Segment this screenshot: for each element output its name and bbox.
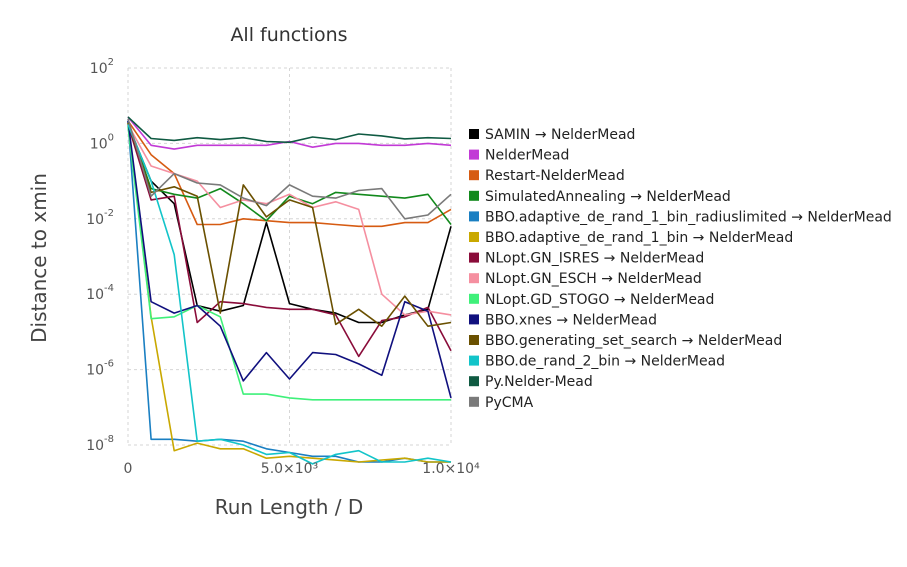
x-tick-label: 5.0×10³ bbox=[261, 461, 318, 477]
series-line bbox=[127, 116, 452, 150]
series-line bbox=[127, 122, 452, 225]
series-line bbox=[127, 124, 452, 465]
legend-swatch bbox=[469, 293, 479, 304]
legend-label: Py.Nelder-Mead bbox=[485, 374, 593, 390]
legend-swatch bbox=[469, 211, 479, 222]
series-line bbox=[127, 118, 452, 220]
legend-label: BBO.adaptive_de_rand_1_bin_radiuslimited… bbox=[485, 209, 892, 225]
series-line bbox=[127, 124, 452, 358]
x-tick-label: 1.0×10⁴ bbox=[422, 461, 480, 477]
y-tick-label: 10-2 bbox=[86, 208, 114, 228]
legend-swatch bbox=[469, 314, 479, 325]
legend-swatch bbox=[469, 355, 479, 366]
legend-label: NLopt.GN_ISRES → NelderMead bbox=[485, 251, 704, 267]
legend-label: BBO.de_rand_2_bin → NelderMead bbox=[485, 354, 725, 370]
series-line bbox=[127, 122, 452, 328]
legend-swatch bbox=[469, 232, 479, 242]
axis-ticks: 0 5.0×10³ 1.0×10⁴ 102 100 10-2 10-4 10-6 10-8 bbox=[86, 57, 480, 477]
legend-label: NelderMead bbox=[485, 148, 569, 164]
legend-label: SimulatedAnnealing → NelderMead bbox=[485, 189, 731, 205]
legend-swatch bbox=[469, 190, 479, 201]
y-tick-label: 10-4 bbox=[86, 283, 114, 303]
legend-label: PyCMA bbox=[485, 395, 534, 411]
y-tick-label: 100 bbox=[90, 132, 114, 152]
chart-title: All functions bbox=[230, 24, 347, 46]
x-tick-label: 0 bbox=[124, 461, 133, 477]
legend-swatch bbox=[469, 252, 479, 263]
y-tick-label: 102 bbox=[90, 57, 114, 77]
legend-label: NLopt.GD_STOGO → NelderMead bbox=[485, 292, 714, 308]
legend-swatch bbox=[469, 335, 479, 345]
y-tick-label: 10-8 bbox=[86, 434, 114, 454]
x-axis-title: Run Length / D bbox=[215, 495, 364, 519]
series-line bbox=[127, 122, 451, 463]
legend-label: NLopt.GN_ESCH → NelderMead bbox=[485, 271, 702, 287]
legend-swatch bbox=[469, 273, 479, 284]
legend: SAMIN → NelderMead NelderMead Restart-Neld… bbox=[469, 127, 892, 411]
y-tick-label: 10-6 bbox=[86, 359, 114, 379]
legend-swatch bbox=[469, 170, 479, 181]
legend-label: BBO.xnes → NelderMead bbox=[485, 312, 657, 328]
legend-swatch bbox=[469, 149, 479, 160]
series-line bbox=[127, 116, 452, 144]
legend-swatch bbox=[469, 376, 479, 387]
legend-label: SAMIN → NelderMead bbox=[485, 127, 635, 143]
plot-area bbox=[127, 116, 452, 465]
legend-label: BBO.generating_set_search → NelderMead bbox=[485, 333, 782, 349]
grid bbox=[127, 67, 452, 446]
legend-swatch bbox=[469, 396, 479, 407]
legend-swatch bbox=[469, 129, 479, 139]
y-axis-title: Distance to xmin bbox=[27, 173, 51, 343]
legend-label: BBO.adaptive_de_rand_1_bin → NelderMead bbox=[485, 230, 793, 246]
legend-label: Restart-NelderMead bbox=[485, 168, 625, 184]
